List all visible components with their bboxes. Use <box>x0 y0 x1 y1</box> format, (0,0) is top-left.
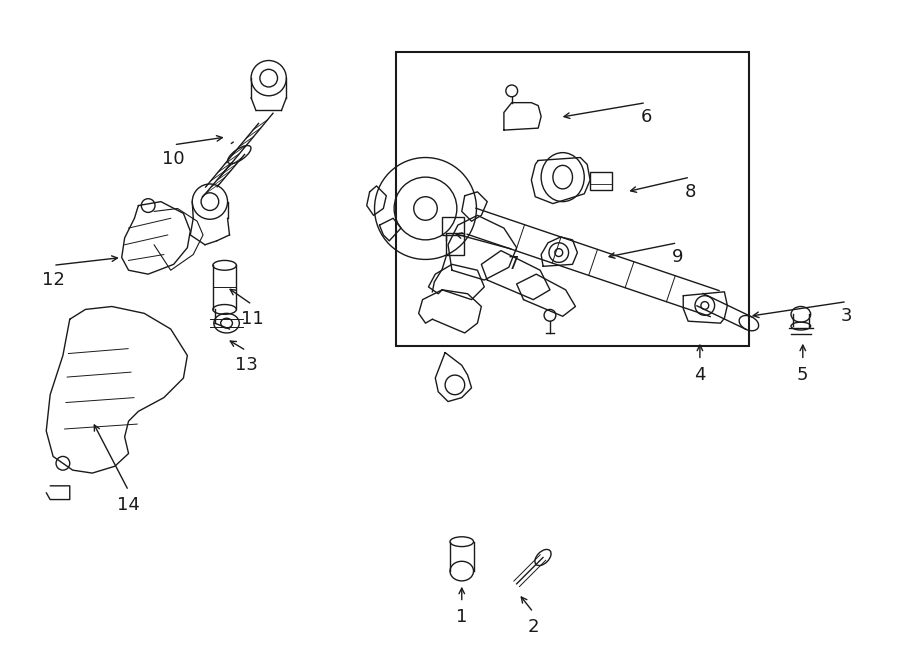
Bar <box>442 217 464 235</box>
Bar <box>446 233 464 254</box>
Text: 5: 5 <box>797 366 808 384</box>
Text: 3: 3 <box>842 307 852 325</box>
Text: 2: 2 <box>527 618 539 636</box>
Bar <box>590 173 612 190</box>
Text: 7: 7 <box>508 255 519 274</box>
Text: 10: 10 <box>162 151 185 169</box>
Text: 1: 1 <box>456 608 467 626</box>
Text: 13: 13 <box>235 356 257 374</box>
Text: 6: 6 <box>640 108 652 126</box>
Text: 11: 11 <box>240 310 264 329</box>
Text: 14: 14 <box>117 496 140 514</box>
Text: 12: 12 <box>41 271 65 289</box>
Bar <box>396 52 749 346</box>
Text: 4: 4 <box>694 366 706 384</box>
Text: 9: 9 <box>671 249 683 266</box>
Text: 8: 8 <box>684 183 696 201</box>
